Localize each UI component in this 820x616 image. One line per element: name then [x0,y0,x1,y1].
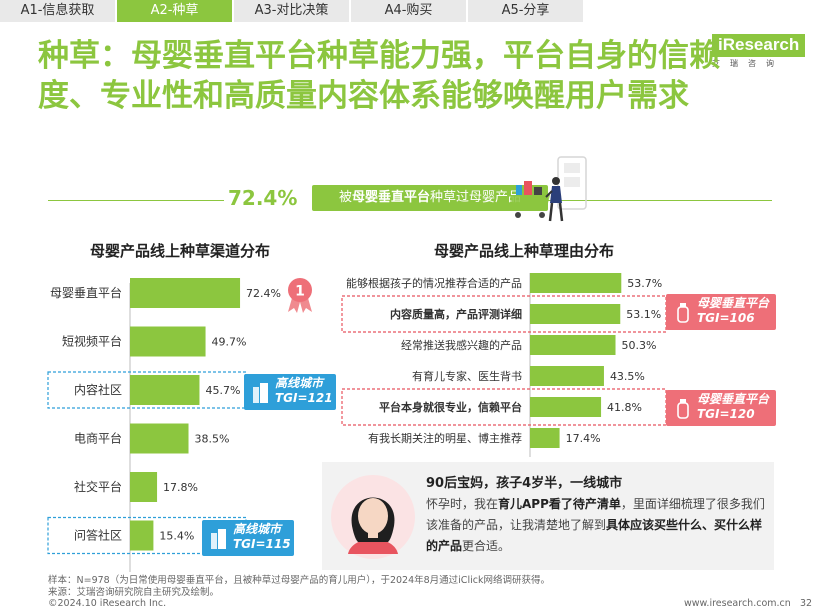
tgi-callout-content: 高线城市 TGI=121 [244,374,336,410]
chart-1-data-label: 53.7% [627,277,662,290]
chart-0-bar [130,472,158,502]
city-icon [211,529,226,549]
tab-share[interactable]: A5-分享 [468,0,583,22]
tab-purchase[interactable]: A4-购买 [351,0,466,22]
site-url: www.iresearch.com.cn [684,598,791,609]
chart-1-data-label: 17.4% [566,432,601,445]
chart-1-category-label: 有育儿专家、医生背书 [412,369,522,383]
sample-note: 样本：N=978（为日常使用母婴垂直平台，且被种草过母婴产品的育儿用户），于20… [48,575,550,586]
reason-chart-title: 母婴产品线上种草理由分布 [434,242,615,260]
chart-0-bar [130,520,154,551]
chart-0-category-label: 短视频平台 [62,334,122,349]
city-icon [253,383,268,403]
tab-seeding[interactable]: A2-种草 [117,0,232,22]
tgi-line2: TGI=120 [697,407,755,421]
tgi-callout-quality: 母婴垂直平台 TGI=106 [666,294,776,330]
logo-cn: 艾瑞咨询 [712,59,784,68]
tab-info[interactable]: A1-信息获取 [0,0,115,22]
bottle-icon [677,399,689,419]
chart-0-category-label: 内容社区 [74,382,122,397]
tgi-callout-trust: 母婴垂直平台 TGI=120 [666,390,776,426]
page-number: 32 [800,598,813,609]
iresearch-logo: iResearch 艾瑞咨询 [704,28,806,74]
chart-1-bar [530,335,616,355]
highlight-value: 72.4% [228,186,298,210]
highlight-banner: 被母婴垂直平台种草过母婴产品 [312,185,548,211]
highlight-bold: 母婴垂直平台 [351,190,430,205]
quote-part1: 怀孕时，我在 [426,497,499,511]
quote-part2: ，里面详细梳理了很多我们该准备的产品，让我清楚地了解到 [426,497,765,532]
tgi-text: 高线城市 TGI=121 [275,376,333,406]
tgi-line2: TGI=121 [275,391,333,405]
chart-0-data-label: 17.8% [163,481,198,494]
copyright: ©2024.10 iResearch Inc. [48,598,167,609]
tgi-text: 高线城市 TGI=115 [233,522,291,552]
rank-badge-icon: 1 [288,278,312,313]
chart-1-bar [530,304,621,324]
chart-1-category-label: 有我长期关注的明星、博主推荐 [368,431,522,445]
chart-0-bar [130,326,206,357]
tgi-line1: 母婴垂直平台 [697,392,770,406]
chart-0-data-label: 38.5% [195,433,230,446]
chart-0-data-label: 15.4% [159,530,194,543]
section-tabs: A1-信息获取 A2-种草 A3-对比决策 A4-购买 A5-分享 [0,0,585,24]
chart-0-category-label: 母婴垂直平台 [50,285,122,300]
tgi-line2: TGI=106 [697,311,755,325]
quote-part3: 更合适。 [462,539,511,553]
user-quote-card: 90后宝妈，孩子4岁半，一线城市 怀孕时，我在育儿APP看了待产清单，里面详细梳… [322,462,774,570]
chart-1-category-label: 能够根据孩子的情况推荐合适的产品 [346,276,522,290]
chart-0-bar [130,278,241,308]
chart-1-bar [530,273,622,293]
quote-body: 怀孕时，我在育儿APP看了待产清单，里面详细梳理了很多我们该准备的产品，让我清楚… [426,494,772,557]
chart-0-bar [130,375,200,405]
highlight-prefix: 被 [338,190,352,205]
tgi-line1: 高线城市 [233,522,282,536]
tgi-text: 母婴垂直平台 TGI=106 [697,296,769,326]
chart-0-category-label: 社交平台 [74,479,122,494]
tgi-line1: 高线城市 [275,376,324,390]
chart-0-data-label: 45.7% [205,384,240,397]
chart-1-bar [530,366,604,386]
left-rule [48,200,224,201]
chart-0-data-label: 49.7% [212,336,247,349]
chart-1-data-label: 50.3% [622,339,657,352]
tab-compare[interactable]: A3-对比决策 [234,0,349,22]
tgi-line2: TGI=115 [233,537,291,551]
chart-0-category-label: 问答社区 [74,528,122,543]
chart-0-data-label: 72.4% [246,287,281,300]
chart-1-data-label: 43.5% [610,370,645,383]
bottle-icon [677,303,689,323]
chart-0-category-label: 电商平台 [74,431,122,446]
chart-1-category-label: 经常推送我感兴趣的产品 [401,338,522,352]
chart-1-data-label: 41.8% [607,401,642,414]
chart-1-category-label: 内容质量高，产品评测详细 [390,307,522,321]
quote-title: 90后宝妈，孩子4岁半，一线城市 [426,476,623,491]
mom-avatar-icon [331,475,415,559]
chart-1-data-label: 53.1% [626,308,661,321]
right-rule [546,200,772,201]
chart-0-bar [130,423,189,454]
logo-wordmark: iResearch [712,34,806,57]
chart-1-bar [530,428,560,448]
source-note: 来源：艾瑞咨询研究院自主研究及绘制。 [48,587,220,598]
tgi-callout-qa: 高线城市 TGI=115 [202,520,294,556]
tgi-line1: 母婴垂直平台 [697,296,770,310]
rank-badge-number: 1 [295,284,305,300]
page-title: 种草：母婴垂直平台种草能力强，平台自身的信赖度、专业性和高质量内容体系能够唤醒用… [38,38,720,114]
highlight-suffix: 种草过母婴产品 [430,190,522,205]
chart-1-category-label: 平台本身就很专业，信赖平台 [379,400,522,414]
tgi-text: 母婴垂直平台 TGI=120 [697,392,769,422]
quote-bold2: 具体应该买些什么、买什么样的产品 [426,518,763,553]
shopping-cart-icon [510,156,587,222]
quote-bold1: 育儿APP看了待产清单 [498,497,621,511]
channel-chart-title: 母婴产品线上种草渠道分布 [90,242,271,260]
chart-1-bar [530,397,602,417]
